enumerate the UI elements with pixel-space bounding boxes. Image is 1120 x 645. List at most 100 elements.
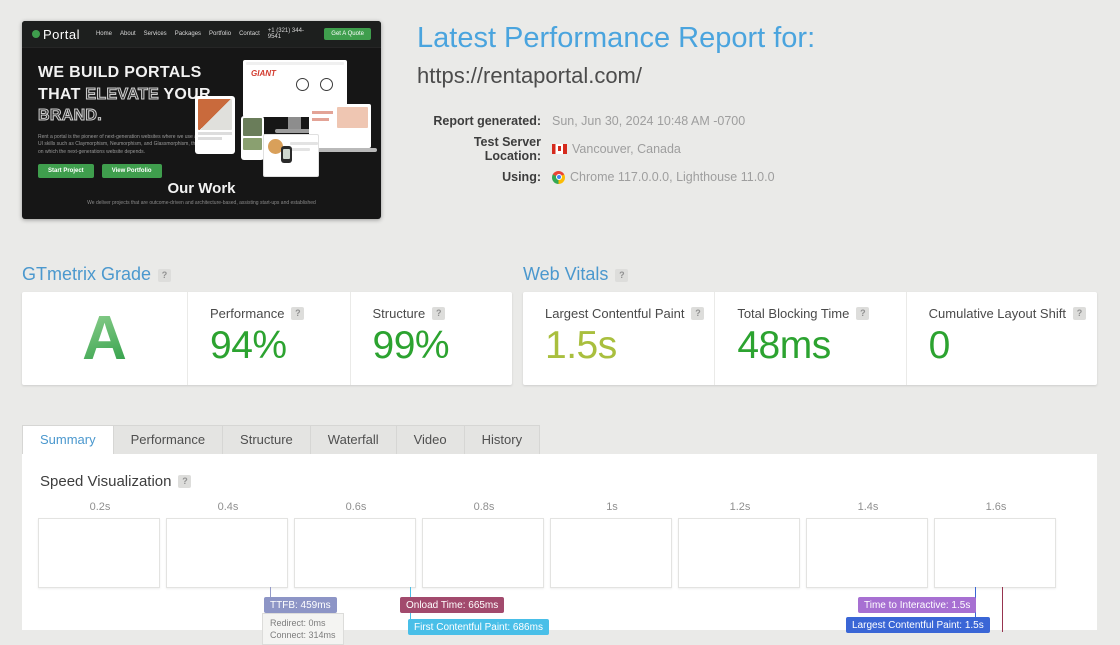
mockup-tablet-front (263, 134, 319, 177)
lcp-metric: Largest Contentful Paint? 1.5s (523, 292, 714, 385)
filmstrip-frame (678, 518, 800, 588)
filmstrip-frame (550, 518, 672, 588)
filmstrip-frame (38, 518, 160, 588)
server-location-value: Vancouver, Canada (552, 135, 1107, 163)
preview-phone: +1 (321) 344-9541 (267, 28, 304, 40)
grade-letter: A (82, 303, 127, 373)
filmstrip-frame (422, 518, 544, 588)
chrome-icon (552, 170, 565, 184)
gtmetrix-grade-section-title: GTmetrix Grade? (22, 264, 172, 285)
report-generated-value: Sun, Jun 30, 2024 10:48 AM -0700 (552, 114, 746, 128)
report-details: Report generated: Sun, Jun 30, 2024 10:4… (417, 114, 1107, 184)
vitals-help-icon[interactable]: ? (615, 269, 629, 282)
preview-logo-text: Portal (43, 26, 80, 42)
tab-performance[interactable]: Performance (112, 425, 224, 454)
tbt-value: 48ms (737, 324, 831, 367)
preview-nav-services: Services (143, 31, 167, 37)
site-preview-thumbnail: Portal Home About Services Packages Port… (22, 21, 381, 219)
cls-metric: Cumulative Layout Shift? 0 (905, 292, 1097, 385)
preview-nav-packages: Packages (174, 31, 202, 37)
tab-video[interactable]: Video (395, 425, 465, 454)
preview-description: Rent a portal is the pioneer of next-gen… (38, 133, 216, 155)
cls-value: 0 (928, 324, 951, 367)
preview-view-portfolio-button: View Portfolio (101, 164, 162, 179)
fcp-badge: First Contentful Paint: 686ms (408, 619, 549, 635)
speed-viz-help-icon[interactable]: ? (178, 475, 192, 488)
lcp-value: 1.5s (545, 324, 617, 367)
server-location-label: Test Server Location: (473, 135, 541, 163)
filmstrip-frame (806, 518, 928, 588)
web-vitals-section-title: Web Vitals? (523, 264, 629, 285)
mockup-laptop-base (303, 148, 377, 152)
tooltip-redirect: Redirect: 0ms (270, 618, 326, 628)
mockup-monitor-stand (288, 117, 301, 129)
preview-quote-button: Get A Quote (324, 28, 371, 40)
preview-navbar: Portal Home About Services Packages Port… (22, 21, 381, 48)
ttfb-breakdown-tooltip: Redirect: 0ms Connect: 314ms (262, 613, 344, 645)
mockup-monitor-brand: GIANT (251, 69, 276, 78)
tab-history[interactable]: History (463, 425, 541, 454)
mockup-laptop (309, 104, 371, 148)
structure-metric: Structure? 99% (349, 292, 513, 385)
timeline-tick: 0.2s (89, 501, 111, 513)
performance-metric: Performance? 94% (187, 292, 350, 385)
structure-value: 99% (372, 324, 450, 367)
performance-value: 94% (210, 324, 287, 367)
canada-flag-icon (552, 144, 567, 154)
report-url: https://rentaportal.com/ (417, 63, 642, 88)
ttfb-marker-line (270, 587, 271, 598)
summary-panel: Speed Visualization? 0.2s 0.4s 0.6s 0.8s… (22, 454, 1097, 645)
timeline-tick: 0.6s (345, 501, 367, 513)
preview-nav-about: About (119, 31, 136, 37)
tab-summary[interactable]: Summary (22, 425, 114, 454)
cls-help-icon[interactable]: ? (1072, 307, 1086, 320)
timeline-tick: 0.4s (217, 501, 239, 513)
preview-nav-links: Home About Services Packages Portfolio C… (96, 31, 260, 37)
using-label: Using: (502, 170, 541, 184)
timeline-tick: 1s (606, 501, 618, 513)
filmstrip-frame (294, 518, 416, 588)
mockup-monitor-base (275, 129, 315, 133)
mockup-phone (241, 116, 264, 160)
filmstrip-frame (166, 518, 288, 588)
preview-device-mockups: GIANT (195, 60, 377, 188)
lcp-help-icon[interactable]: ? (691, 307, 705, 320)
onload-badge: Onload Time: 665ms (400, 597, 505, 613)
timeline-tick: 1.4s (857, 501, 879, 513)
report-tabs: Summary Performance Structure Waterfall … (22, 425, 541, 454)
preview-nav-portfolio: Portfolio (209, 31, 232, 37)
preview-start-project-button: Start Project (38, 164, 94, 179)
using-value: Chrome 117.0.0.0, Lighthouse 11.0.0 (552, 170, 1107, 184)
grade-help-icon[interactable]: ? (158, 269, 172, 282)
speed-visualization-title: Speed Visualization? (40, 473, 192, 490)
tti-badge: Time to Interactive: 1.5s (858, 597, 977, 613)
tooltip-connect: Connect: 314ms (270, 630, 336, 640)
preview-logo: Portal (32, 27, 80, 42)
preview-work-caption: We deliver projects that are outcome-dri… (87, 200, 316, 206)
tab-structure[interactable]: Structure (222, 425, 311, 454)
timeline-tick: 1.6s (985, 501, 1007, 513)
preview-nav-contact: Contact (239, 31, 260, 37)
ttfb-badge: TTFB: 459ms (264, 597, 337, 613)
page-title: Latest Performance Report for: (417, 22, 816, 54)
lcp-badge: Largest Contentful Paint: 1.5s (846, 617, 990, 633)
tbt-help-icon[interactable]: ? (856, 307, 870, 320)
grade-letter-cell: A (22, 292, 187, 385)
timeline-tick: 0.8s (473, 501, 495, 513)
report-generated-label: Report generated: (433, 114, 541, 128)
preview-nav-home: Home (95, 31, 112, 37)
report-header: Latest Performance Report for: https://r… (417, 22, 1107, 184)
mockup-tablet-left (195, 96, 235, 154)
gtmetrix-grade-card: A Performance? 94% Structure? 99% (22, 292, 512, 385)
structure-help-icon[interactable]: ? (432, 307, 446, 320)
performance-help-icon[interactable]: ? (291, 307, 305, 320)
tab-waterfall[interactable]: Waterfall (309, 425, 397, 454)
preview-logo-icon (32, 30, 40, 38)
tbt-metric: Total Blocking Time? 48ms (714, 292, 905, 385)
preview-hero: WE BUILD PORTALS THAT ELEVATE YOUR BRAND… (22, 48, 381, 179)
preview-work-title: Our Work (167, 180, 236, 197)
web-vitals-card: Largest Contentful Paint? 1.5s Total Blo… (523, 292, 1097, 385)
mockup-watch (281, 146, 292, 163)
timeline-tick: 1.2s (729, 501, 751, 513)
preview-headline: WE BUILD PORTALS THAT ELEVATE YOUR BRAND… (37, 64, 211, 125)
